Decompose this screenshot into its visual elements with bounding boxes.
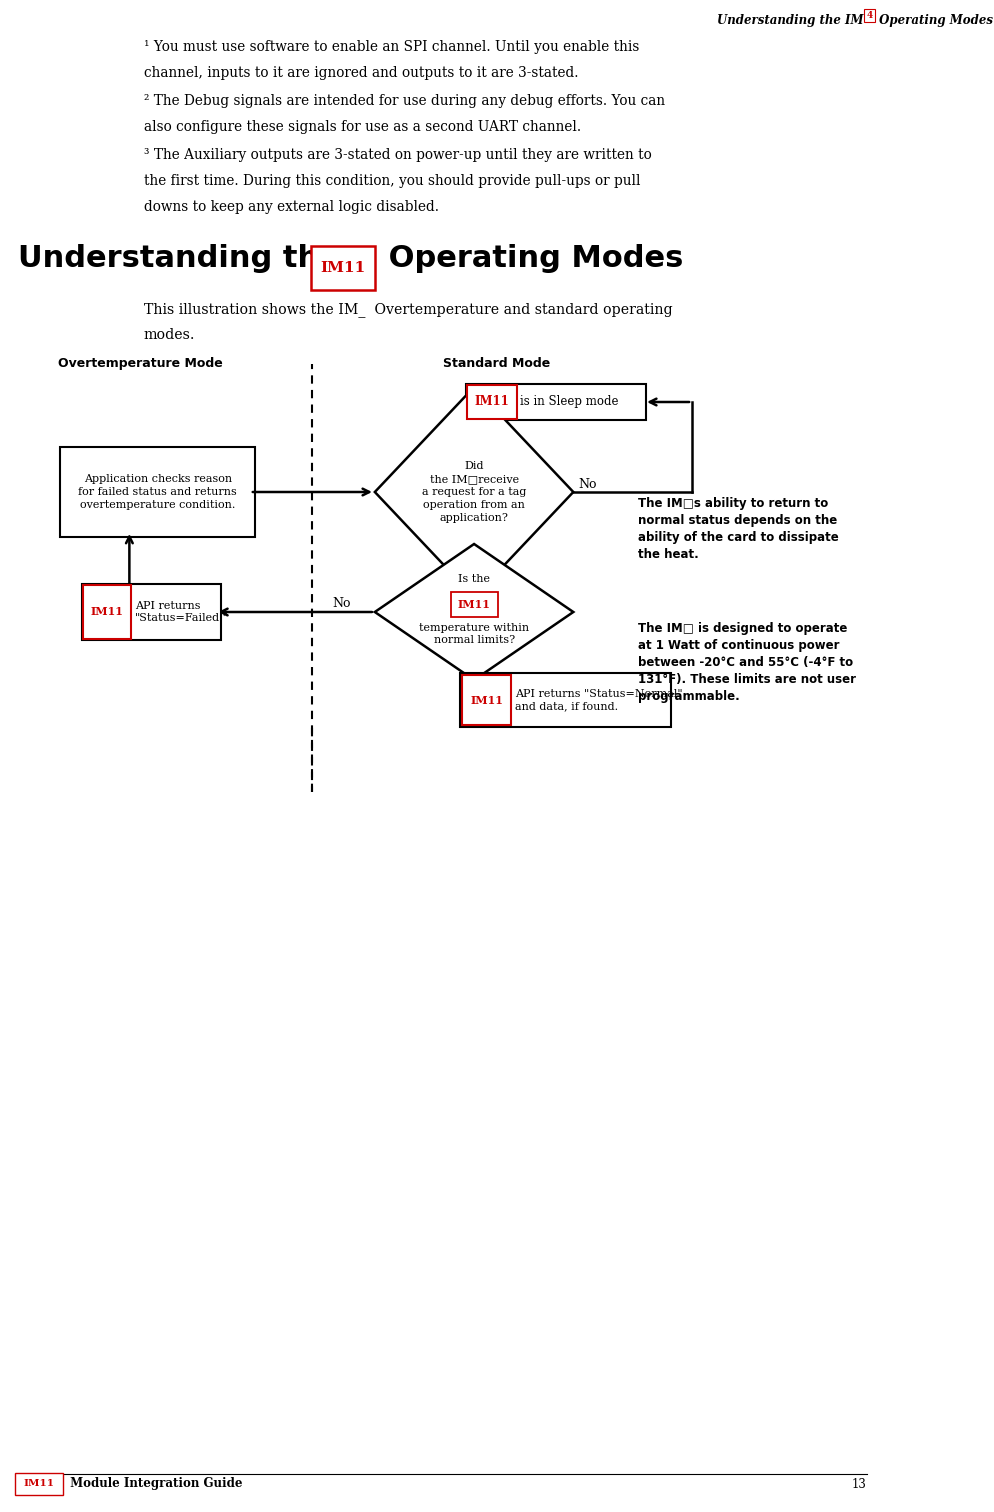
Text: IM11: IM11 [320, 262, 366, 275]
Polygon shape [375, 544, 574, 680]
Text: No: No [579, 478, 597, 491]
Text: API returns "Status=Normal"
and data, if found.: API returns "Status=Normal" and data, if… [515, 689, 683, 711]
Text: IM11: IM11 [24, 1480, 55, 1488]
FancyBboxPatch shape [450, 593, 498, 617]
FancyBboxPatch shape [460, 673, 671, 727]
FancyBboxPatch shape [15, 1473, 63, 1495]
Text: IM11: IM11 [90, 606, 123, 617]
Text: temperature within
normal limits?: temperature within normal limits? [419, 623, 529, 646]
Text: ¹ You must use software to enable an SPI channel. Until you enable this: ¹ You must use software to enable an SPI… [143, 39, 639, 54]
FancyBboxPatch shape [467, 386, 517, 419]
Text: The IM□ is designed to operate
at 1 Watt of continuous power
between -20°C and 5: The IM□ is designed to operate at 1 Watt… [638, 621, 856, 703]
Text: downs to keep any external logic disabled.: downs to keep any external logic disable… [143, 200, 438, 215]
FancyBboxPatch shape [311, 246, 375, 290]
Text: No: No [332, 597, 351, 611]
Text: Did
the IM□receive
a request for a tag
operation from an
application?: Did the IM□receive a request for a tag o… [421, 461, 526, 523]
Text: Module Integration Guide: Module Integration Guide [67, 1477, 243, 1491]
Text: 13: 13 [852, 1477, 867, 1491]
Text: Yes: Yes [482, 564, 503, 578]
Text: Is the: Is the [458, 575, 490, 584]
FancyBboxPatch shape [864, 9, 875, 23]
FancyBboxPatch shape [61, 448, 255, 537]
Text: Application checks reason
for failed status and returns
overtemperature conditio: Application checks reason for failed sta… [79, 475, 238, 510]
Text: API returns
"Status=Failed.": API returns "Status=Failed." [135, 602, 229, 623]
Text: The IM□s ability to return to
normal status depends on the
ability of the card t: The IM□s ability to return to normal sta… [638, 497, 839, 561]
Text: Understanding the IM: Understanding the IM [718, 14, 864, 27]
Text: ² The Debug signals are intended for use during any debug efforts. You can: ² The Debug signals are intended for use… [143, 94, 665, 107]
Text: This illustration shows the IM_  Overtemperature and standard operating: This illustration shows the IM_ Overtemp… [143, 302, 672, 318]
Polygon shape [375, 387, 574, 597]
Text: channel, inputs to it are ignored and outputs to it are 3-stated.: channel, inputs to it are ignored and ou… [143, 67, 579, 80]
Text: Standard Mode: Standard Mode [442, 357, 550, 370]
Text: Overtemperature Mode: Overtemperature Mode [58, 357, 223, 370]
Text: Yes: Yes [482, 671, 503, 685]
Text: also configure these signals for use as a second UART channel.: also configure these signals for use as … [143, 119, 580, 135]
Text: ³ The Auxiliary outputs are 3-stated on power-up until they are written to: ³ The Auxiliary outputs are 3-stated on … [143, 148, 651, 162]
FancyBboxPatch shape [461, 674, 511, 724]
Text: Operating Modes: Operating Modes [379, 243, 684, 274]
Text: IM11: IM11 [474, 396, 509, 408]
Text: 4: 4 [867, 11, 873, 20]
FancyBboxPatch shape [466, 384, 646, 420]
Text: Understanding the: Understanding the [18, 243, 350, 274]
Text: IM11: IM11 [457, 599, 490, 611]
Text: IM11: IM11 [470, 694, 503, 706]
FancyBboxPatch shape [83, 585, 131, 640]
Text: is in Sleep mode: is in Sleep mode [520, 396, 618, 408]
FancyBboxPatch shape [83, 584, 221, 640]
Text: Operating Modes: Operating Modes [876, 14, 993, 27]
Text: modes.: modes. [143, 328, 195, 342]
Text: the first time. During this condition, you should provide pull-ups or pull: the first time. During this condition, y… [143, 174, 640, 187]
